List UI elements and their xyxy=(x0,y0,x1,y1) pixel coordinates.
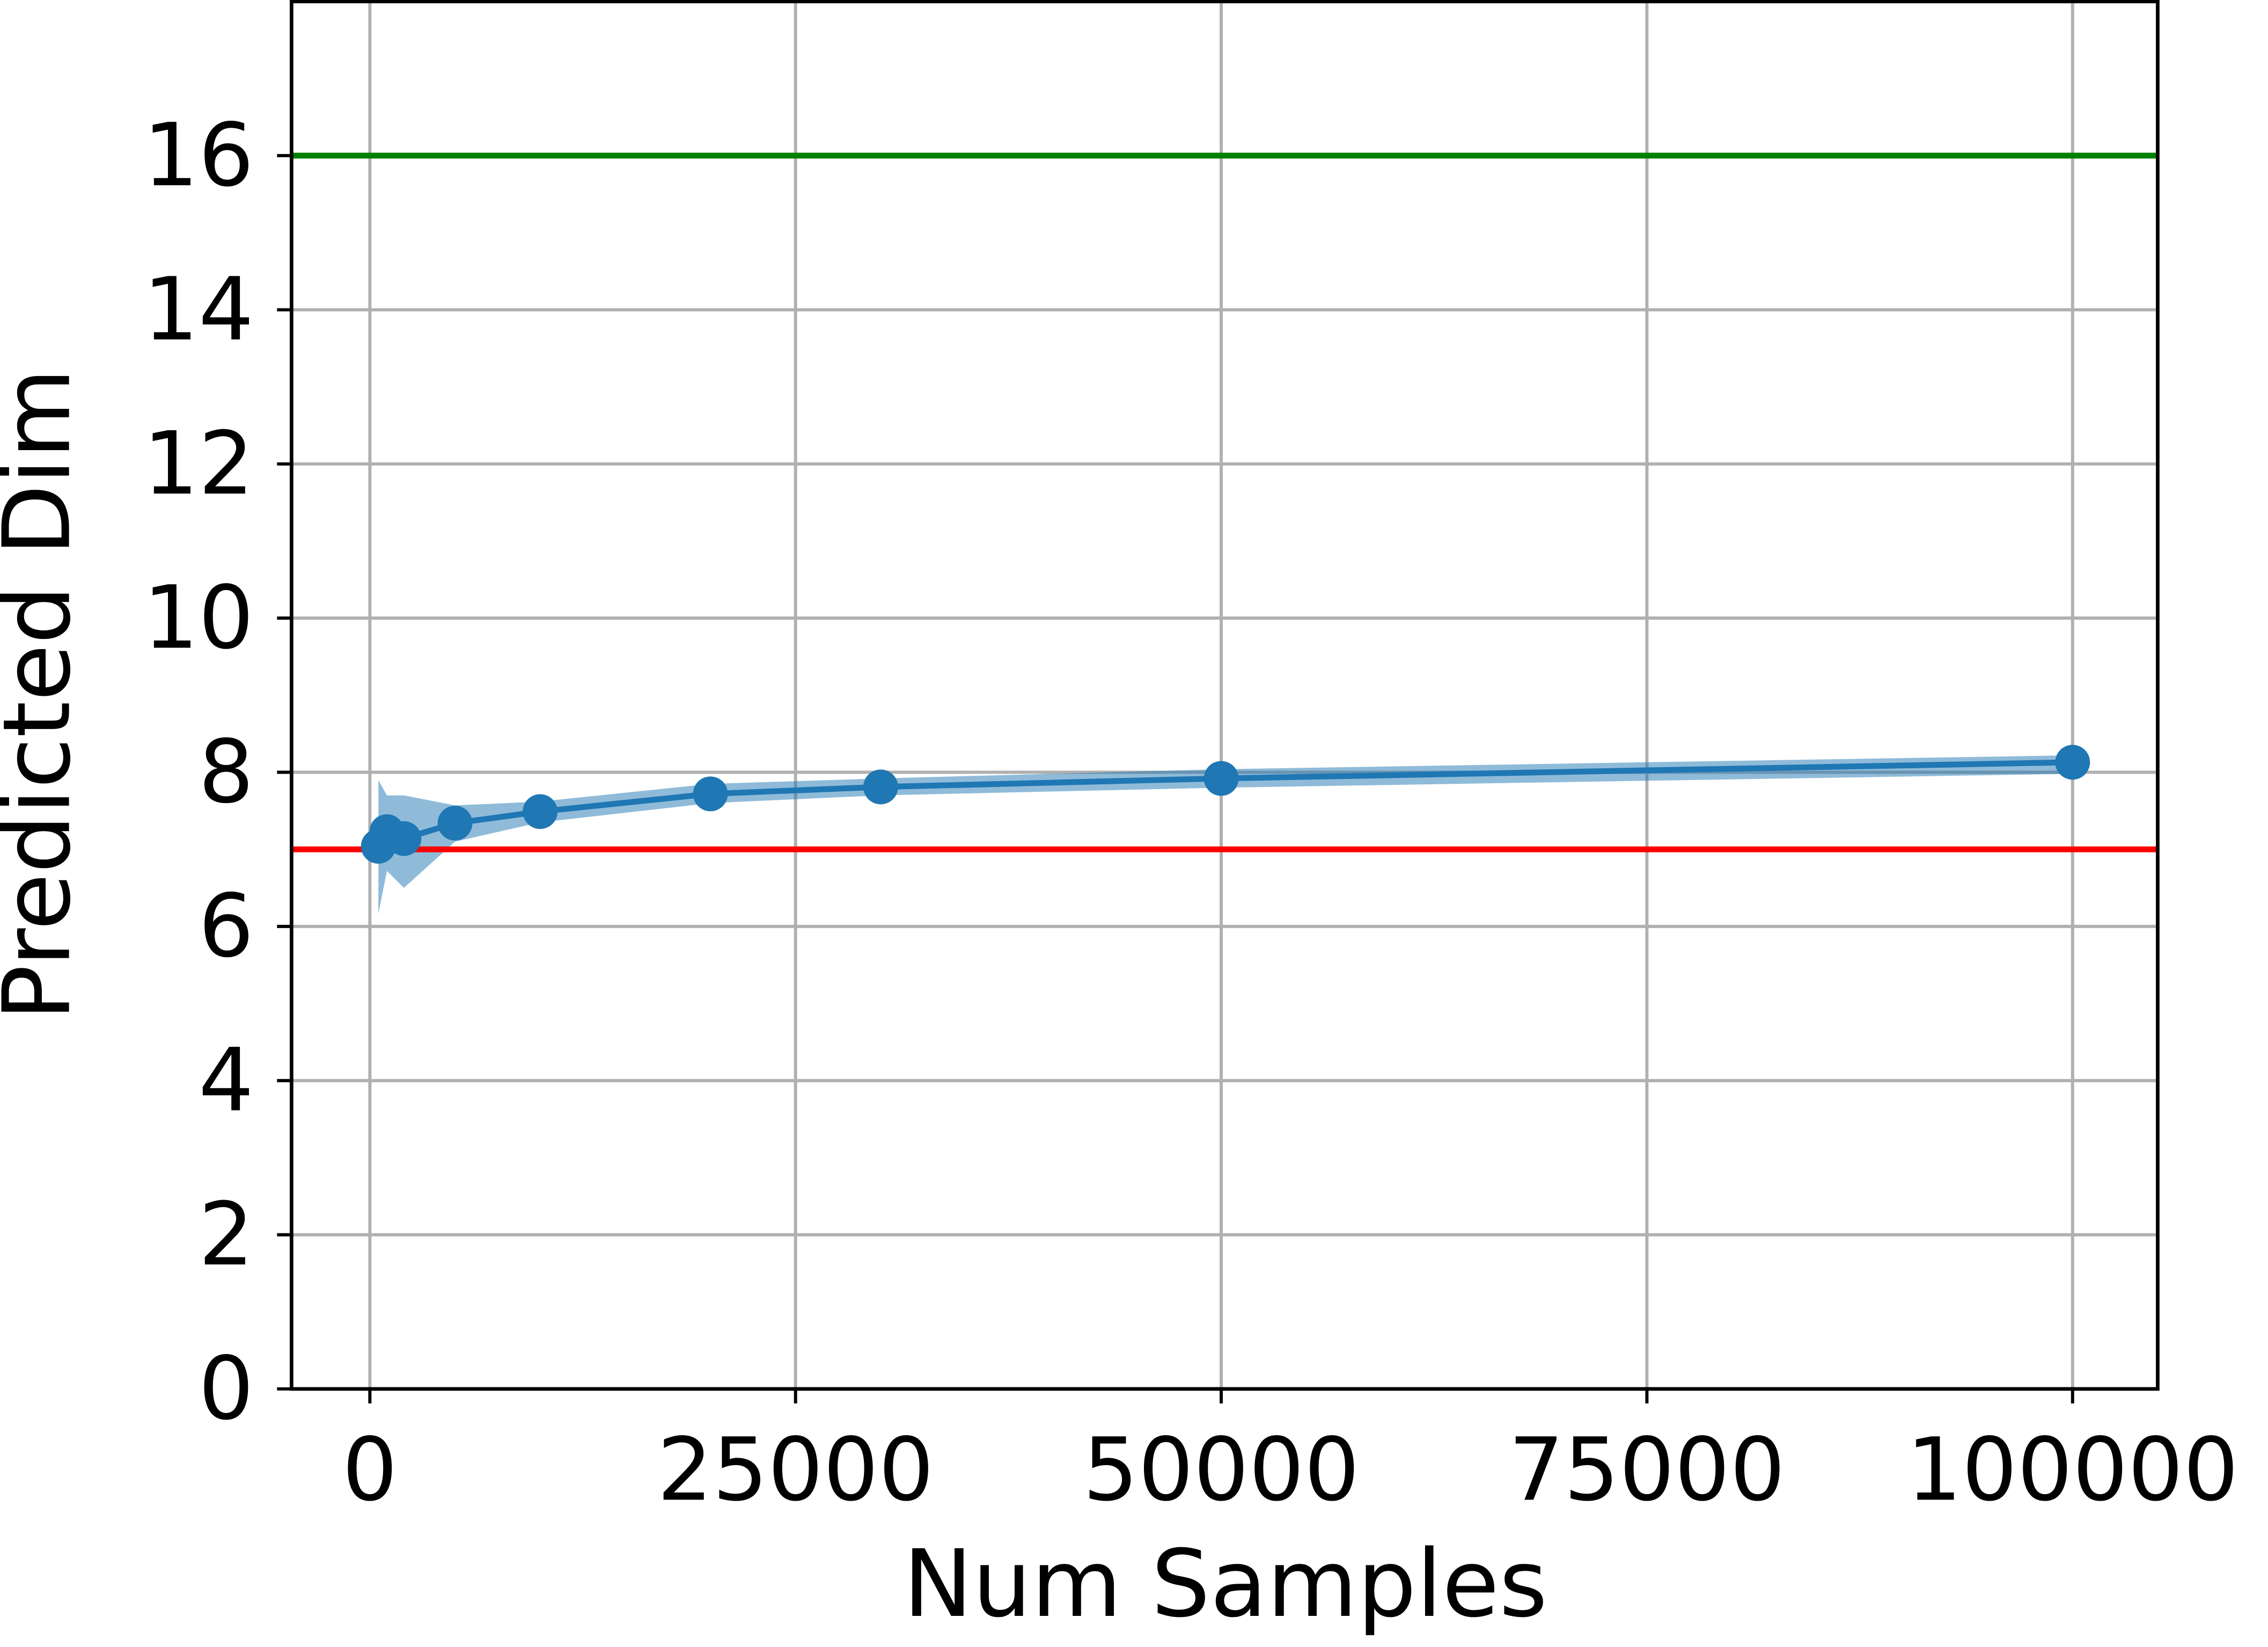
x-axis-label: Num Samples xyxy=(903,1530,1547,1638)
data-point xyxy=(2055,745,2090,780)
y-tick-label: 12 xyxy=(143,413,254,514)
x-tick-label: 25000 xyxy=(657,1420,934,1521)
y-tick-label: 8 xyxy=(199,722,254,823)
y-tick-label: 16 xyxy=(143,105,254,206)
data-point xyxy=(693,776,728,812)
data-point xyxy=(1203,761,1239,796)
data-point xyxy=(863,769,898,805)
y-tick-label: 14 xyxy=(143,259,254,361)
x-tick-label: 0 xyxy=(342,1420,398,1521)
y-axis-label: Predicted Dim xyxy=(0,368,91,1020)
y-tick-label: 2 xyxy=(199,1184,254,1285)
axes-frame xyxy=(289,0,2160,1391)
x-tick-label: 50000 xyxy=(1083,1420,1360,1521)
data-point xyxy=(386,821,422,856)
x-tick-label: 100000 xyxy=(1906,1420,2238,1521)
confidence-band xyxy=(378,755,2073,914)
data-point xyxy=(437,805,473,841)
y-tick-label: 4 xyxy=(199,1030,254,1131)
y-tick-label: 10 xyxy=(143,567,254,668)
x-tick-label: 75000 xyxy=(1509,1420,1786,1521)
data-point xyxy=(523,794,558,829)
y-tick-label: 6 xyxy=(199,876,254,977)
y-tick-label: 0 xyxy=(199,1338,254,1439)
